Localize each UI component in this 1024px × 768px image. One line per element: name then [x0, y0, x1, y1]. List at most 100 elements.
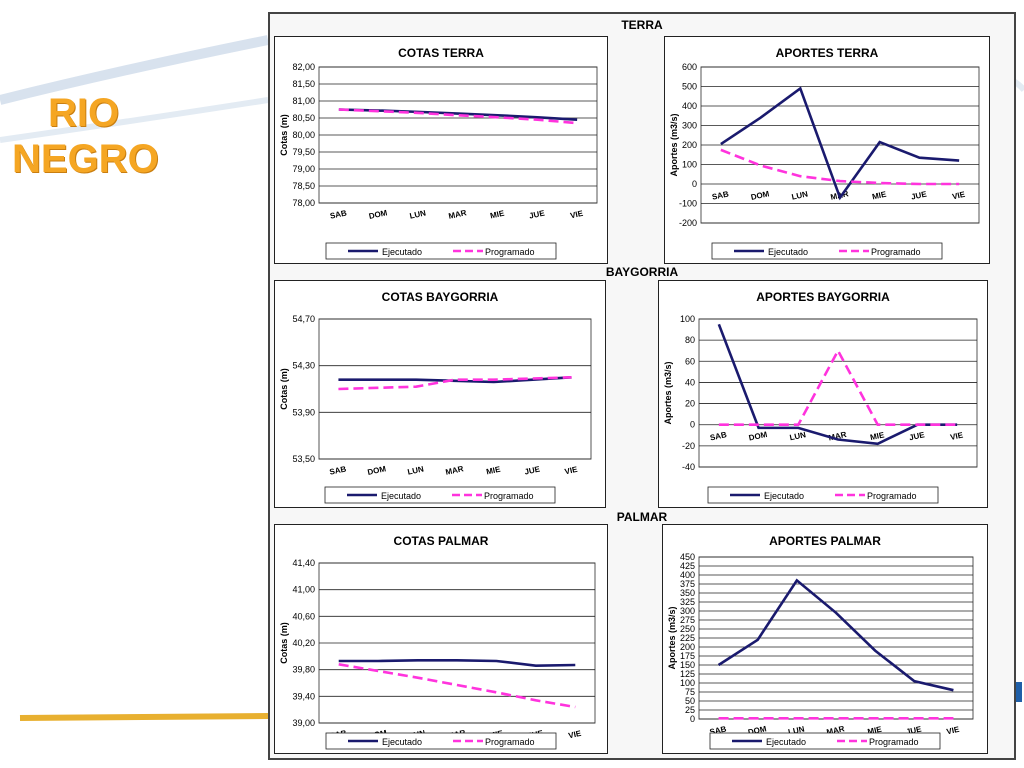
y-tick-label: 300 [682, 121, 697, 131]
x-tick-label: SAB [329, 208, 348, 220]
series-programado-line [720, 148, 960, 186]
x-tick-label: MIE [867, 725, 883, 737]
chart-aportes-palmar: APORTES PALMAR 0 25 50 75 100 125 150 175 200 225 2… [662, 524, 988, 754]
y-tick-label: 78,50 [292, 181, 315, 191]
y-tick-label: 0 [690, 714, 695, 724]
y-tick-label: 175 [680, 651, 695, 661]
y-tick-label: 375 [680, 579, 695, 589]
y-tick-label: 53,50 [292, 454, 315, 464]
section-palmar: PALMAR [616, 510, 668, 524]
x-tick-label: VIE [951, 190, 966, 202]
y-tick-label: 50 [685, 696, 695, 706]
chart-title: APORTES BAYGORRIA [756, 290, 890, 304]
y-tick-label: 350 [680, 588, 695, 598]
y-tick-label: 300 [680, 606, 695, 616]
y-tick-label: -100 [679, 199, 697, 209]
slide-title: RIO NEGRO [12, 90, 159, 182]
y-tick-label: 39,80 [292, 665, 315, 675]
y-tick-label: 25 [685, 705, 695, 715]
legend-label-programado: Programado [485, 247, 535, 257]
y-tick-label: 78,00 [292, 198, 315, 208]
x-tick-label: MIE [485, 465, 501, 477]
y-tick-label: 600 [682, 62, 697, 72]
x-tick-label: JUE [908, 430, 926, 442]
legend-box [325, 732, 557, 750]
y-tick-label: 40 [685, 377, 695, 387]
section-baygorria: BAYGORRIA [605, 265, 679, 279]
chart-title: COTAS BAYGORRIA [382, 290, 499, 304]
legend-label-programado: Programado [485, 737, 535, 747]
y-tick-label: 225 [680, 633, 695, 643]
y-tick-label: 54,70 [292, 314, 315, 324]
y-tick-label: -200 [679, 218, 697, 228]
y-tick-label: 39,00 [292, 718, 315, 728]
y-tick-label: 54,30 [292, 361, 315, 371]
series-ejecutado-line [338, 659, 576, 667]
x-tick-label: LUN [791, 189, 809, 201]
chart-aportes-baygorria: APORTES BAYGORRIA -40 -20 0 20 40 60 80 100 SAB DO… [658, 280, 988, 508]
y-axis-label: Cotas (m) [279, 622, 289, 664]
series-ejecutado-line [338, 376, 572, 384]
chart-cotas-terra: COTAS TERRA 78,00 78,50 79,00 79,50 80,00 80,5… [274, 36, 608, 264]
y-tick-label: 125 [680, 669, 695, 679]
y-tick-label: 81,50 [292, 79, 315, 89]
chart-cotas-palmar: COTAS PALMAR 39,00 39,40 39,80 40,20 40,60 41,… [274, 524, 608, 754]
series-ejecutado-line [720, 86, 960, 201]
legend-label-ejecutado: Ejecutado [382, 737, 422, 747]
y-axis-label: Cotas (m) [279, 114, 289, 156]
x-tick-label: DOM [748, 430, 768, 443]
y-tick-label: 250 [680, 624, 695, 634]
x-tick-label: VIE [569, 209, 584, 221]
y-tick-label: 41,00 [292, 585, 315, 595]
legend-label-programado: Programado [871, 247, 921, 257]
y-tick-label: 0 [692, 179, 697, 189]
y-tick-label: 20 [685, 399, 695, 409]
legend-label-ejecutado: Ejecutado [381, 491, 421, 501]
x-tick-label: DOM [750, 189, 770, 202]
y-tick-label: 400 [682, 101, 697, 111]
legend-label-ejecutado: Ejecutado [768, 247, 808, 257]
y-tick-label: 100 [682, 160, 697, 170]
title-line-2: NEGRO [12, 137, 159, 181]
x-tick-label: LUN [789, 430, 807, 442]
x-tick-label: SAB [329, 464, 348, 476]
x-tick-label: SAB [709, 430, 728, 442]
y-tick-label: 500 [682, 82, 697, 92]
y-axis-label: Aportes (m3/s) [667, 606, 677, 669]
chart-title: APORTES PALMAR [769, 534, 881, 548]
x-tick-label: MAR [445, 464, 465, 477]
plot-area [698, 318, 978, 468]
y-tick-label: 80 [685, 335, 695, 345]
x-tick-label: LUN [409, 208, 427, 220]
y-tick-label: 79,50 [292, 147, 315, 157]
x-tick-label: MIE [869, 430, 885, 442]
y-tick-label: 150 [680, 660, 695, 670]
y-tick-label: 60 [685, 356, 695, 366]
y-tick-label: 100 [680, 678, 695, 688]
legend-label-programado: Programado [484, 491, 534, 501]
chart-title: APORTES TERRA [776, 46, 879, 60]
legend-label-programado: Programado [869, 737, 919, 747]
legend-box [709, 732, 941, 750]
y-tick-label: 275 [680, 615, 695, 625]
y-tick-label: 40,60 [292, 611, 315, 621]
x-tick-label: LUN [407, 464, 425, 476]
legend-label-programado: Programado [867, 491, 917, 501]
x-tick-label: VIE [564, 465, 579, 477]
series-programado-line [338, 376, 572, 391]
series-programado-line [338, 108, 578, 125]
y-tick-label: 400 [680, 570, 695, 580]
x-tick-label: DOM [367, 464, 387, 477]
series-programado-line [718, 347, 958, 427]
dashboard-frame: TERRA BAYGORRIA PALMAR COTAS TERRA 78,00 7… [268, 12, 1016, 760]
legend-label-ejecutado: Ejecutado [764, 491, 804, 501]
y-tick-label: 82,00 [292, 62, 315, 72]
section-terra: TERRA [621, 18, 663, 32]
y-axis-label: Cotas (m) [279, 368, 289, 410]
legend-label-ejecutado: Ejecutado [382, 247, 422, 257]
legend-box [707, 486, 939, 504]
series-ejecutado-line [717, 578, 954, 692]
y-tick-label: 450 [680, 552, 695, 562]
y-axis-label: Aportes (m3/s) [663, 361, 673, 424]
y-tick-label: 79,00 [292, 164, 315, 174]
